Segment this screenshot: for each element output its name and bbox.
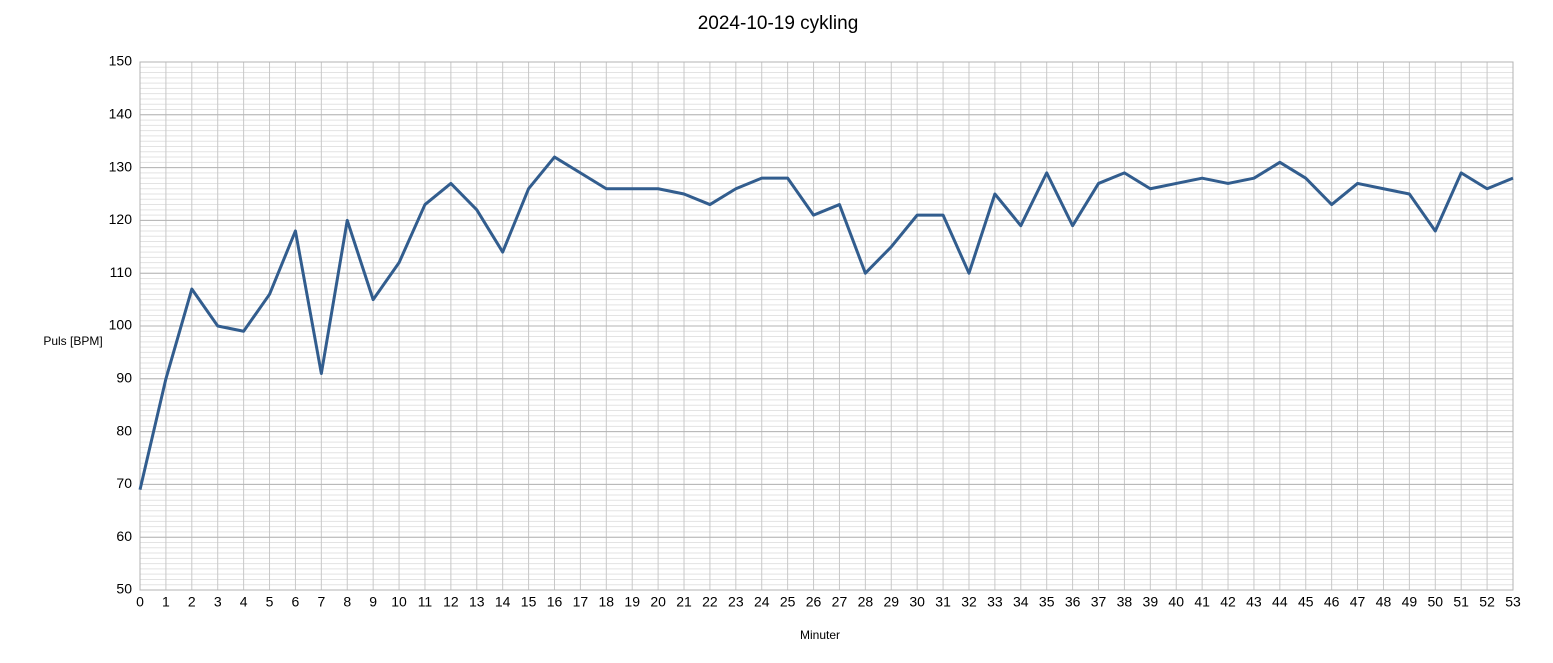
x-tick-label: 21 xyxy=(676,594,692,610)
x-tick-label: 0 xyxy=(136,594,144,610)
plot-frame xyxy=(139,61,1514,591)
x-tick-label: 13 xyxy=(469,594,485,610)
x-tick-label: 22 xyxy=(702,594,718,610)
y-tick-label: 60 xyxy=(116,528,132,544)
x-tick-label: 34 xyxy=(1013,594,1029,610)
x-tick-label: 2 xyxy=(188,594,196,610)
x-tick-label: 27 xyxy=(832,594,848,610)
x-tick-label: 37 xyxy=(1091,594,1107,610)
x-tick-label: 16 xyxy=(547,594,563,610)
x-tick-label: 50 xyxy=(1427,594,1443,610)
x-tick-label: 32 xyxy=(961,594,977,610)
x-tick-label: 43 xyxy=(1246,594,1262,610)
x-tick-label: 1 xyxy=(162,594,170,610)
x-tick-label: 48 xyxy=(1376,594,1392,610)
y-tick-label: 120 xyxy=(109,211,133,227)
y-tick-label: 70 xyxy=(116,475,132,491)
x-tick-label: 31 xyxy=(935,594,951,610)
y-axis-label: Puls [BPM] xyxy=(43,334,102,348)
y-tick-label: 90 xyxy=(116,370,132,386)
x-tick-label: 35 xyxy=(1039,594,1055,610)
x-tick-label: 3 xyxy=(214,594,222,610)
x-tick-label: 23 xyxy=(728,594,744,610)
x-tick-label: 11 xyxy=(418,594,433,610)
x-tick-label: 30 xyxy=(909,594,925,610)
x-tick-label: 51 xyxy=(1453,594,1469,610)
x-tick-label: 9 xyxy=(369,594,377,610)
x-tick-label: 4 xyxy=(240,594,248,610)
x-tick-label: 47 xyxy=(1350,594,1366,610)
y-tick-label: 50 xyxy=(116,581,132,597)
x-tick-label: 18 xyxy=(599,594,615,610)
x-tick-label: 26 xyxy=(806,594,822,610)
x-tick-label: 29 xyxy=(883,594,899,610)
x-tick-label: 49 xyxy=(1402,594,1418,610)
x-tick-label: 36 xyxy=(1065,594,1081,610)
x-tick-label: 40 xyxy=(1168,594,1184,610)
x-tick-label: 8 xyxy=(343,594,351,610)
y-tick-label: 140 xyxy=(109,106,133,122)
x-tick-label: 25 xyxy=(780,594,796,610)
x-tick-label: 46 xyxy=(1324,594,1340,610)
x-tick-label: 44 xyxy=(1272,594,1288,610)
x-tick-label: 12 xyxy=(443,594,459,610)
y-tick-label: 130 xyxy=(109,158,133,174)
chart-title: 2024-10-19 cykling xyxy=(698,13,859,34)
x-tick-label: 17 xyxy=(573,594,589,610)
x-tick-label: 7 xyxy=(317,594,325,610)
x-tick-label: 41 xyxy=(1194,594,1210,610)
x-tick-label: 45 xyxy=(1298,594,1314,610)
data-line xyxy=(138,155,1514,491)
x-tick-label: 28 xyxy=(858,594,874,610)
y-tick-label: 80 xyxy=(116,422,132,438)
x-tick-label: 42 xyxy=(1220,594,1236,610)
x-tick-label: 24 xyxy=(754,594,770,610)
x-tick-label: 38 xyxy=(1117,594,1133,610)
x-tick-label: 19 xyxy=(624,594,640,610)
x-tick-label: 6 xyxy=(292,594,300,610)
x-tick-label: 53 xyxy=(1505,594,1521,610)
y-tick-label: 110 xyxy=(110,264,133,280)
x-tick-label: 52 xyxy=(1479,594,1495,610)
x-tick-label: 15 xyxy=(521,594,537,610)
x-tick-label: 20 xyxy=(650,594,666,610)
y-tick-label: 150 xyxy=(109,53,133,69)
x-tick-label: 39 xyxy=(1143,594,1159,610)
x-axis-label: Minuter xyxy=(800,628,840,642)
x-tick-label: 33 xyxy=(987,594,1003,610)
y-tick-label: 100 xyxy=(109,317,133,333)
x-tick-label: 14 xyxy=(495,594,511,610)
x-tick-label: 10 xyxy=(391,594,407,610)
x-tick-label: 5 xyxy=(266,594,274,610)
